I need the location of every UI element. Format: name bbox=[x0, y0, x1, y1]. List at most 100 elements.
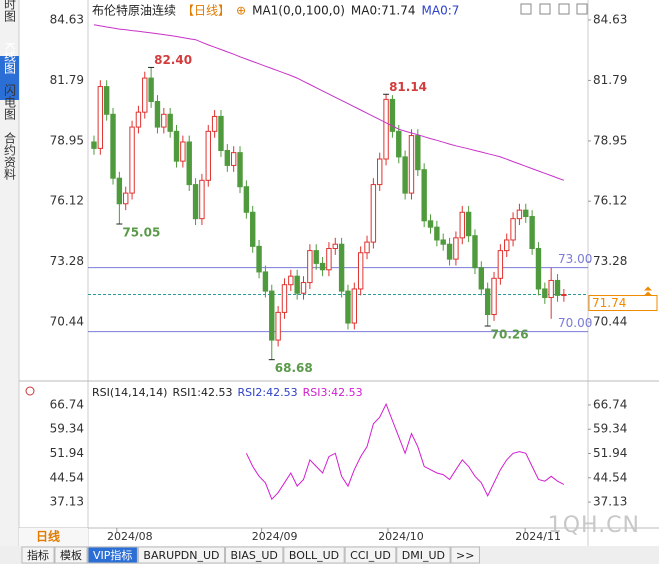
sidebar-active bbox=[0, 56, 19, 100]
indicator-label: RSI(14,14,14) bbox=[92, 386, 167, 399]
candle-body bbox=[294, 275, 300, 294]
candle-body bbox=[103, 86, 110, 115]
candle-body bbox=[135, 111, 142, 128]
candle-body bbox=[110, 113, 116, 179]
tab[interactable]: BARUPDN_UD bbox=[143, 549, 219, 562]
y-tick-label-right: 44.54 bbox=[593, 470, 627, 484]
tab[interactable]: BOLL_UD bbox=[289, 549, 339, 562]
tab-box bbox=[225, 546, 284, 564]
candle-body bbox=[561, 293, 567, 296]
candle-body bbox=[173, 130, 180, 162]
tab[interactable]: 指标 bbox=[27, 548, 49, 562]
candle-body bbox=[326, 247, 332, 271]
watermark: 1QH.CN bbox=[548, 513, 640, 538]
ma-line bbox=[93, 24, 565, 181]
tab-box bbox=[450, 546, 480, 564]
annotation: 68.68 bbox=[275, 361, 313, 375]
candle-body bbox=[383, 98, 389, 160]
period-tab-label[interactable]: 日线 bbox=[36, 529, 60, 544]
candle-body bbox=[154, 101, 161, 128]
candle-body bbox=[288, 275, 294, 286]
candle-body bbox=[364, 241, 370, 254]
candle-body bbox=[250, 211, 256, 247]
y-tick-label-right: 70.44 bbox=[593, 315, 627, 329]
sidebar bbox=[0, 0, 19, 546]
candle-body bbox=[478, 267, 485, 290]
candle-body bbox=[484, 288, 491, 316]
tab-box bbox=[54, 546, 88, 564]
indicator-label: RSI3:42.53 bbox=[303, 386, 363, 399]
y-tick-label: 76.12 bbox=[50, 194, 84, 208]
tab[interactable]: CCI_UD bbox=[350, 549, 391, 562]
candle-body bbox=[529, 216, 535, 249]
header-text: 【日线】 bbox=[182, 4, 230, 18]
settings-icon[interactable] bbox=[25, 386, 35, 396]
candle-body bbox=[472, 235, 478, 269]
candle-body bbox=[465, 211, 472, 237]
y-tick-label-right: 84.63 bbox=[593, 12, 627, 26]
candle-body bbox=[218, 115, 224, 152]
icon[interactable] bbox=[558, 3, 570, 15]
candle-body bbox=[523, 209, 529, 218]
tab[interactable]: VIP指标 bbox=[93, 548, 132, 562]
sidebar-tab[interactable]: 闪电图 bbox=[3, 84, 17, 120]
candle-body bbox=[351, 288, 358, 324]
candle-body bbox=[161, 113, 167, 128]
sidebar-tab[interactable]: 合约资料 bbox=[3, 131, 17, 180]
candle-body bbox=[510, 218, 516, 241]
candle-body bbox=[332, 243, 338, 249]
tab[interactable]: BIAS_UD bbox=[231, 549, 278, 562]
last-price-arrow bbox=[644, 286, 652, 296]
candle-body bbox=[262, 271, 269, 292]
y-tick-label: 84.63 bbox=[50, 12, 84, 26]
y-tick-label: 59.34 bbox=[50, 422, 84, 436]
candle-body bbox=[370, 184, 377, 243]
candle-body bbox=[319, 262, 326, 271]
candle-body bbox=[256, 245, 262, 273]
x-tick-label: 2024/11 bbox=[515, 530, 561, 543]
y-tick-label: 51.94 bbox=[50, 446, 84, 460]
tab-box bbox=[21, 546, 55, 564]
icon[interactable] bbox=[539, 3, 551, 15]
tab-box bbox=[283, 546, 345, 564]
candle-body bbox=[142, 77, 148, 113]
y-tick-label: 66.74 bbox=[50, 397, 84, 411]
candle-body bbox=[357, 252, 364, 290]
candle-body bbox=[205, 130, 211, 181]
tab-active bbox=[87, 546, 138, 564]
candle-body bbox=[269, 290, 275, 341]
x-tick-label: 2024/09 bbox=[252, 530, 298, 543]
y-tick-label: 81.79 bbox=[50, 73, 84, 87]
tab[interactable]: 模板 bbox=[60, 548, 82, 562]
last-price-box bbox=[588, 294, 658, 311]
candle-body bbox=[446, 243, 453, 260]
candle-body bbox=[491, 277, 497, 316]
icon[interactable] bbox=[576, 3, 588, 15]
candle-body bbox=[504, 239, 510, 252]
tab-box bbox=[344, 546, 397, 564]
tab[interactable]: DMI_UD bbox=[402, 549, 445, 562]
candle-body bbox=[300, 282, 307, 294]
sidebar-tab[interactable]: K线图 bbox=[3, 42, 17, 74]
candle-body bbox=[180, 141, 186, 162]
candle-body bbox=[307, 250, 313, 284]
y-tick-label: 44.54 bbox=[50, 470, 84, 484]
candle-body bbox=[97, 86, 104, 149]
header-text: ⊕ bbox=[236, 4, 246, 18]
candle-body bbox=[230, 152, 237, 166]
candle-body bbox=[243, 186, 250, 213]
candle-body bbox=[116, 177, 123, 205]
candle-body bbox=[123, 192, 129, 205]
tab-box bbox=[137, 546, 226, 564]
tab[interactable]: >> bbox=[456, 549, 474, 562]
candle-body bbox=[415, 135, 421, 171]
sidebar-tab[interactable]: 分时图 bbox=[3, 0, 17, 22]
y-tick-label-right: 51.94 bbox=[593, 446, 627, 460]
candle-body bbox=[224, 150, 231, 166]
y-tick-label-right: 78.95 bbox=[593, 133, 627, 147]
period-tab bbox=[19, 528, 88, 546]
candle-body bbox=[548, 279, 554, 298]
candle-body bbox=[211, 115, 218, 132]
candle-body bbox=[91, 141, 97, 149]
icon[interactable] bbox=[520, 3, 532, 15]
